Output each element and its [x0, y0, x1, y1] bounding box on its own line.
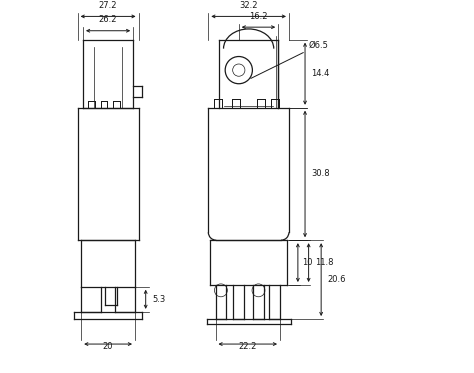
- Text: 14.4: 14.4: [311, 69, 330, 78]
- Text: 30.8: 30.8: [311, 169, 330, 178]
- Text: 20: 20: [103, 342, 113, 351]
- Text: 32.2: 32.2: [239, 1, 258, 10]
- Text: 11.8: 11.8: [315, 258, 334, 267]
- Text: Ø6.5: Ø6.5: [251, 41, 328, 78]
- Text: 26.2: 26.2: [99, 15, 118, 24]
- Text: 10: 10: [302, 258, 313, 267]
- Text: 27.2: 27.2: [99, 1, 118, 10]
- Text: 22.2: 22.2: [238, 342, 257, 351]
- Text: 5.3: 5.3: [152, 295, 165, 304]
- Text: 16.2: 16.2: [249, 12, 268, 21]
- Text: 20.6: 20.6: [328, 275, 346, 284]
